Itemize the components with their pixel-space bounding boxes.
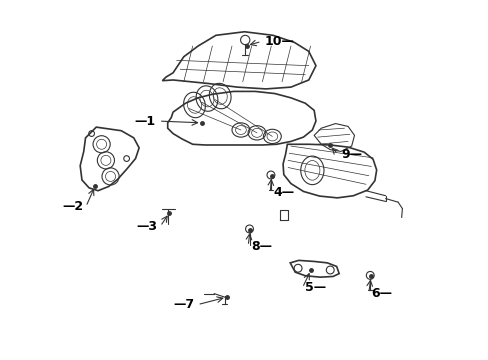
- Text: —3: —3: [136, 220, 157, 233]
- Text: —2: —2: [62, 200, 83, 213]
- Text: 8—: 8—: [250, 240, 271, 253]
- Text: 4—: 4—: [272, 186, 294, 199]
- Text: 10—: 10—: [264, 35, 294, 48]
- Text: 6—: 6—: [371, 287, 392, 300]
- Text: —1: —1: [135, 114, 156, 127]
- Text: —7: —7: [173, 298, 194, 311]
- Text: 9—: 9—: [340, 148, 361, 161]
- Text: 5—: 5—: [305, 282, 325, 294]
